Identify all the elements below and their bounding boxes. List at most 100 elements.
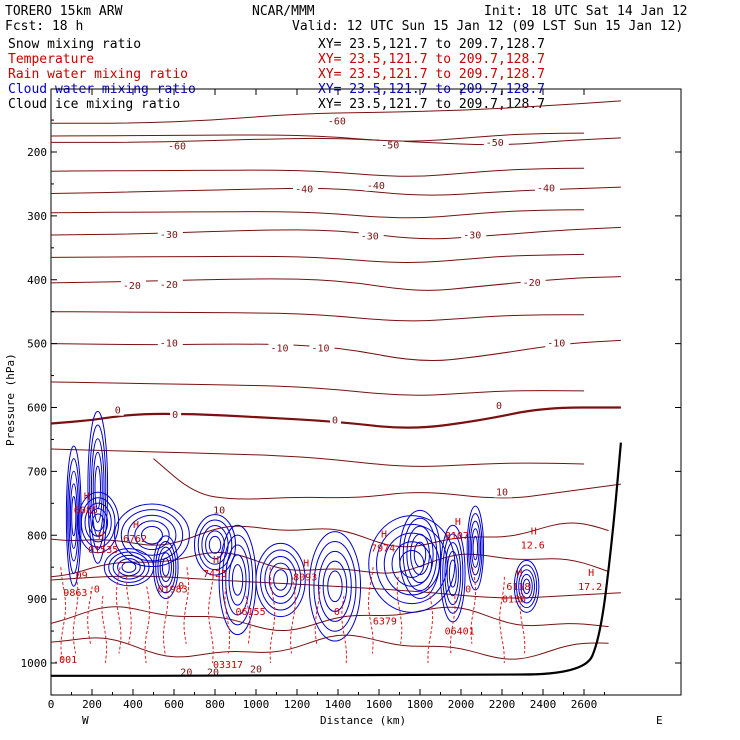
cloud-water-contour — [67, 458, 81, 575]
isotherm-label-bg — [483, 136, 509, 149]
isotherm-0-line — [50, 406, 621, 429]
isotherm-label: 0 — [332, 415, 338, 426]
isotherm-label-bg — [112, 403, 124, 416]
isotherm-20-line — [50, 575, 621, 599]
init-time: Init: 18 UTC Sat 14 Jan 12 — [484, 4, 688, 19]
cloud-water-contour — [121, 561, 137, 573]
cloud-water-contour — [208, 535, 222, 554]
isotherm-label-bg — [545, 336, 571, 349]
cloud-water-contour — [520, 573, 533, 599]
isotherm-minor-line — [50, 132, 585, 142]
isotherm-label: -30 — [361, 231, 379, 242]
model-name: TORERO 15km ARW — [5, 4, 123, 19]
cloud-water-contour — [264, 556, 297, 604]
high-marker-value: 12.6 — [521, 540, 545, 551]
isotherm-low-level-line — [50, 522, 609, 548]
field-xy-snow: XY= 23.5,121.7 to 209.7,128.7 — [318, 37, 545, 52]
isotherm-label-bg — [494, 399, 505, 412]
high-marker-H: H — [98, 531, 104, 542]
y-tick-label: 700 — [27, 465, 47, 478]
x-tick-label: 1200 — [284, 698, 311, 711]
cloud-water-contour — [87, 410, 109, 564]
isotherm-label-bg — [157, 228, 183, 241]
high-marker-H: H — [133, 520, 139, 531]
isotherm-label-bg — [166, 139, 191, 152]
rain-contour — [290, 576, 296, 654]
rain-contour — [427, 586, 434, 663]
isotherm-label: -30 — [463, 231, 481, 242]
x-tick-label: 2200 — [489, 698, 516, 711]
cloud-water-contour — [89, 424, 107, 551]
center-name: NCAR/MMM — [252, 4, 315, 19]
rain-value-label: 01983 — [158, 585, 188, 596]
isotherm-label-bg — [520, 275, 546, 288]
isotherm-minus60-line — [51, 100, 621, 124]
cloud-water-contour — [259, 549, 302, 611]
cloud-water-contour — [225, 544, 250, 616]
y-tick-label: 200 — [27, 146, 47, 159]
isotherm-label: 20 — [250, 664, 262, 675]
high-marker-H: H — [531, 526, 537, 537]
isotherm-label: 10 — [213, 505, 225, 516]
high-marker-H: H — [84, 491, 90, 502]
cloud-water-contour — [197, 519, 233, 571]
isotherm-label-bg — [211, 503, 230, 516]
rain-contour — [341, 595, 347, 664]
isotherm-label: -40 — [367, 181, 385, 192]
x-tick-label: 1800 — [407, 698, 434, 711]
plot-frame — [50, 88, 682, 696]
cloud-water-contour — [255, 542, 306, 618]
cloud-water-contour — [69, 483, 78, 549]
rain-contour — [224, 586, 231, 654]
rain-value-label: 9863 — [63, 588, 87, 599]
isotherm-minor-line — [50, 311, 584, 322]
y-axis-label: Pressure (hPa) — [4, 353, 17, 446]
isotherm-label-bg — [461, 228, 487, 241]
cloud-water-contour — [71, 495, 77, 537]
cloud-water-contour — [231, 564, 244, 596]
rain-contour — [269, 567, 276, 664]
forecast-hour: Fcst: 18 h — [5, 19, 83, 34]
x-axis-ticks: 0 200 400 600 800 1000 1200 1400 1600 1800 2000 220… — [48, 89, 605, 711]
cloud-water-contour — [469, 520, 482, 576]
isotherm-low-level-line — [50, 551, 609, 578]
isotherm-minor-line — [50, 381, 585, 396]
cloud-water-contour — [327, 570, 343, 603]
cloud-water-contour — [472, 535, 479, 561]
cloud-water-contour — [410, 533, 430, 576]
cloud-water-contour — [318, 550, 352, 622]
isotherm-label-bg — [379, 138, 405, 151]
high-marker-value: 6118 — [506, 582, 530, 593]
field-name-cloud-ice: Cloud ice mixing ratio — [8, 97, 180, 112]
isotherm-label: 0 — [172, 410, 178, 421]
x-tick-label: 1400 — [325, 698, 352, 711]
field-xy-rain: XY= 23.5,121.7 to 209.7,128.7 — [318, 67, 545, 82]
isotherm-minus40-line — [50, 186, 621, 196]
cloud-water-contour — [516, 564, 538, 609]
rain-contour — [60, 567, 67, 664]
x-tick-label: 800 — [205, 698, 225, 711]
isotherm-label: 10 — [496, 487, 508, 498]
isotherm-label: -60 — [168, 141, 186, 152]
x-tick-label: 2000 — [448, 698, 475, 711]
isotherm-label-bg — [248, 662, 266, 675]
x-tick-label: 200 — [82, 698, 102, 711]
isotherm-label: -10 — [312, 344, 330, 355]
isotherm-label-bg — [293, 182, 319, 195]
isotherm-label: -40 — [295, 185, 313, 196]
cloud-water-contour — [518, 569, 535, 604]
point-annotations: H 6085 H 6762 H 01535 H 7425 H 8093 H 7974 H 8107 H 12.… — [74, 491, 602, 593]
rain-contour — [396, 576, 403, 644]
cloud-water-contour — [406, 525, 434, 584]
high-marker-value: 7974 — [371, 544, 395, 555]
cloud-water-contour — [159, 552, 172, 583]
isotherm-low-level-line — [50, 634, 609, 660]
isotherm-minor-line — [50, 448, 585, 467]
cloud-water-contour — [65, 445, 82, 587]
cloud-water-contour — [205, 530, 225, 560]
isotherm-label-bg — [268, 341, 294, 354]
y-tick-label: 1000 — [21, 657, 48, 670]
y-tick-label: 800 — [27, 529, 47, 542]
rain-contour — [101, 595, 108, 664]
cloud-water-contour — [446, 550, 459, 597]
